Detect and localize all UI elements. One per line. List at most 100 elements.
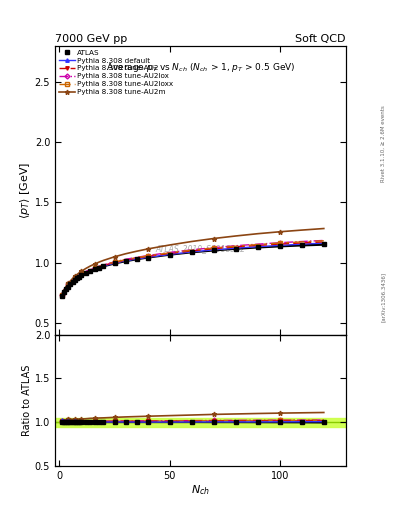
ATLAS [233,246,238,252]
Pythia 8.308 tune-AU2loxx [79,271,84,277]
Pythia 8.308 tune-AU2loxx [66,281,71,287]
ATLAS [66,284,71,290]
Pythia 8.308 tune-AU2 [112,260,117,266]
Pythia 8.308 tune-AU2lox [277,240,282,246]
Pythia 8.308 tune-AU2m [299,227,304,233]
Pythia 8.308 default [61,287,66,293]
Pythia 8.308 tune-AU2m [83,265,88,271]
Pythia 8.308 tune-AU2 [321,239,326,245]
Pythia 8.308 default [112,260,117,266]
Pythia 8.308 default [59,291,64,297]
Pythia 8.308 default [277,242,282,248]
Line: ATLAS: ATLAS [60,242,326,298]
Pythia 8.308 tune-AU2m [211,236,216,242]
Pythia 8.308 tune-AU2loxx [75,274,79,280]
Pythia 8.308 tune-AU2loxx [211,245,216,251]
Pythia 8.308 default [92,266,97,272]
Legend: ATLAS, Pythia 8.308 default, Pythia 8.308 tune-AU2, Pythia 8.308 tune-AU2lox, Py: ATLAS, Pythia 8.308 default, Pythia 8.30… [57,48,175,96]
Pythia 8.308 default [123,258,128,264]
ATLAS [299,242,304,248]
Pythia 8.308 tune-AU2 [77,272,82,279]
Text: Average $p_T$ vs $N_{ch}$ ($N_{ch}$ > 1, $p_T$ > 0.5 GeV): Average $p_T$ vs $N_{ch}$ ($N_{ch}$ > 1,… [106,60,295,74]
Pythia 8.308 tune-AU2m [189,239,194,245]
Pythia 8.308 tune-AU2loxx [64,284,68,290]
ATLAS [72,277,77,283]
Pythia 8.308 tune-AU2lox [134,254,139,261]
Pythia 8.308 tune-AU2loxx [101,262,106,268]
Pythia 8.308 default [72,276,77,282]
Pythia 8.308 tune-AU2lox [77,272,82,278]
Pythia 8.308 tune-AU2loxx [145,253,150,259]
Pythia 8.308 tune-AU2lox [299,239,304,245]
ATLAS [97,265,101,271]
Pythia 8.308 tune-AU2loxx [68,279,73,285]
ATLAS [321,241,326,247]
Pythia 8.308 tune-AU2m [79,268,84,274]
Pythia 8.308 tune-AU2lox [189,247,194,253]
Pythia 8.308 tune-AU2 [68,279,73,285]
Pythia 8.308 tune-AU2loxx [123,257,128,263]
Pythia 8.308 tune-AU2 [79,271,84,278]
Pythia 8.308 tune-AU2m [77,270,82,276]
Pythia 8.308 tune-AU2lox [167,249,172,255]
Pythia 8.308 default [211,247,216,253]
Pythia 8.308 tune-AU2lox [66,281,71,287]
Pythia 8.308 default [79,272,84,278]
ATLAS [123,258,128,264]
ATLAS [83,270,88,276]
Pythia 8.308 tune-AU2m [59,292,64,298]
ATLAS [92,266,97,272]
Pythia 8.308 tune-AU2m [61,287,66,293]
Pythia 8.308 default [167,251,172,258]
Pythia 8.308 tune-AU2m [97,259,101,265]
Pythia 8.308 tune-AU2m [75,271,79,278]
Pythia 8.308 tune-AU2 [61,287,66,293]
Pythia 8.308 default [75,274,79,281]
Pythia 8.308 default [66,282,71,288]
Line: Pythia 8.308 tune-AU2m: Pythia 8.308 tune-AU2m [59,226,326,297]
Pythia 8.308 tune-AU2lox [255,241,260,247]
X-axis label: $N_{ch}$: $N_{ch}$ [191,483,210,497]
Pythia 8.308 tune-AU2loxx [70,277,75,283]
Pythia 8.308 tune-AU2m [321,225,326,231]
Pythia 8.308 default [97,264,101,270]
Pythia 8.308 tune-AU2loxx [134,254,139,261]
Line: Pythia 8.308 tune-AU2lox: Pythia 8.308 tune-AU2lox [60,239,325,296]
Pythia 8.308 tune-AU2loxx [255,242,260,248]
Y-axis label: $\langle p_T \rangle$ [GeV]: $\langle p_T \rangle$ [GeV] [18,162,32,219]
Pythia 8.308 tune-AU2lox [70,277,75,283]
ATLAS [61,289,66,295]
Text: 7000 GeV pp: 7000 GeV pp [55,33,127,44]
Pythia 8.308 tune-AU2lox [123,256,128,262]
Pythia 8.308 tune-AU2 [75,274,79,280]
Pythia 8.308 tune-AU2m [255,230,260,237]
Pythia 8.308 tune-AU2loxx [92,265,97,271]
Pythia 8.308 tune-AU2 [97,264,101,270]
Pythia 8.308 tune-AU2 [299,240,304,246]
ATLAS [277,243,282,249]
Pythia 8.308 tune-AU2lox [211,245,216,251]
Pythia 8.308 tune-AU2m [123,251,128,257]
Pythia 8.308 tune-AU2loxx [97,263,101,269]
Pythia 8.308 default [101,263,106,269]
Pythia 8.308 tune-AU2 [70,278,75,284]
Line: Pythia 8.308 default: Pythia 8.308 default [60,241,325,296]
Pythia 8.308 tune-AU2 [72,275,77,282]
Pythia 8.308 tune-AU2lox [233,243,238,249]
Pythia 8.308 tune-AU2loxx [72,275,77,282]
Pythia 8.308 tune-AU2m [145,246,150,252]
Pythia 8.308 tune-AU2lox [75,273,79,280]
Pythia 8.308 tune-AU2loxx [83,269,88,275]
Pythia 8.308 tune-AU2 [167,250,172,257]
Pythia 8.308 tune-AU2lox [97,263,101,269]
Pythia 8.308 default [70,278,75,284]
Pythia 8.308 tune-AU2 [255,242,260,248]
Pythia 8.308 tune-AU2m [233,233,238,239]
Pythia 8.308 tune-AU2loxx [88,267,93,273]
Pythia 8.308 tune-AU2lox [59,292,64,298]
Pythia 8.308 tune-AU2m [92,261,97,267]
Pythia 8.308 tune-AU2 [211,246,216,252]
Pythia 8.308 default [189,249,194,255]
Bar [55,418,346,426]
Pythia 8.308 tune-AU2loxx [61,287,66,293]
